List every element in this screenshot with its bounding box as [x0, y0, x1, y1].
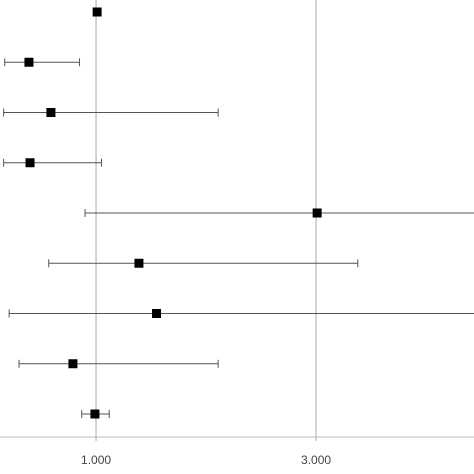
point	[92, 7, 102, 17]
point	[134, 258, 144, 268]
point	[68, 359, 78, 369]
point	[90, 409, 100, 419]
x-tick-label: 1.000	[81, 453, 111, 467]
point	[152, 309, 162, 318]
point	[25, 158, 35, 168]
point	[24, 57, 34, 67]
point	[312, 208, 322, 218]
plot-area	[3, 0, 474, 437]
x-tick-label: 3.000	[301, 453, 331, 467]
point	[46, 108, 56, 117]
